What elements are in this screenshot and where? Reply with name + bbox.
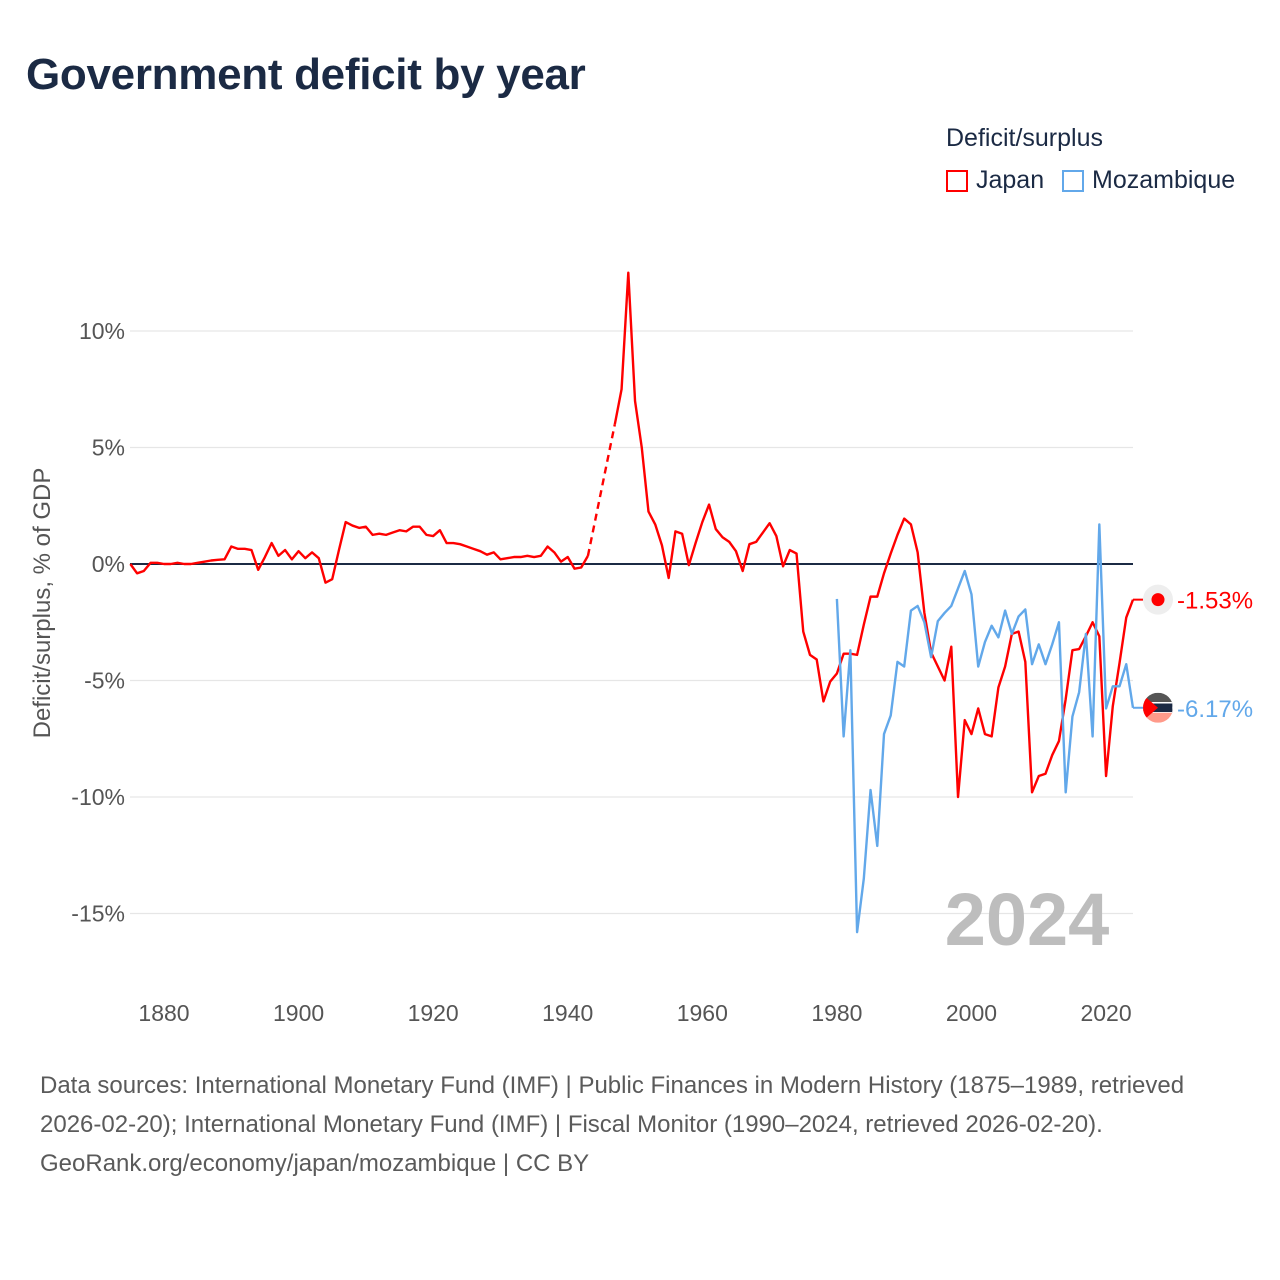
- legend-label-japan: Japan: [976, 166, 1045, 194]
- legend-label-mozambique: Mozambique: [1092, 166, 1236, 194]
- chart-title: Government deficit by year: [26, 50, 586, 99]
- x-tick-label: 1980: [811, 1000, 862, 1026]
- x-tick-label: 2020: [1080, 1000, 1131, 1026]
- series-line-japan: [613, 271, 1135, 799]
- series-gap-japan: [586, 423, 617, 557]
- x-tick-label: 1940: [542, 1000, 593, 1026]
- current-year-label: 2024: [945, 878, 1110, 961]
- legend-title: Deficit/surplus: [946, 124, 1103, 152]
- x-tick-label: 1880: [138, 1000, 189, 1026]
- chart-plot: 10% 5% 0% -5% -10% -15% 1880 1900 1920 1940 1960 19…: [29, 271, 1253, 1026]
- y-tick-label: 10%: [79, 318, 125, 344]
- data-sources: Data sources: International Monetary Fun…: [40, 1072, 1185, 1138]
- flag-band-top: [1143, 692, 1173, 703]
- legend-item-mozambique[interactable]: Mozambique: [1062, 166, 1235, 195]
- y-tick-label: -10%: [71, 784, 125, 810]
- x-tick-label: 1960: [677, 1000, 728, 1026]
- y-tick-label: -15%: [71, 901, 125, 927]
- y-axis-label: Deficit/surplus, % of GDP: [29, 468, 56, 739]
- end-value-label-mozambique: -6.17%: [1177, 696, 1253, 723]
- end-marker-mozambique: [1143, 692, 1173, 723]
- end-value-label-japan: -1.53%: [1177, 588, 1253, 615]
- mozambique-flag-icon: [1143, 692, 1173, 723]
- y-tick-label: -5%: [84, 668, 125, 694]
- x-tick-label: 1920: [408, 1000, 459, 1026]
- source-link[interactable]: GeoRank.org/economy/japan/mozambique | C…: [40, 1150, 590, 1177]
- legend-item-japan[interactable]: Japan: [946, 166, 1044, 195]
- x-tick-label: 1900: [273, 1000, 324, 1026]
- series-line-mozambique: [835, 523, 1135, 934]
- y-tick-label: 5%: [92, 435, 125, 461]
- y-tick-label: 0%: [92, 551, 125, 577]
- legend-swatch-mozambique: [1062, 169, 1084, 192]
- flag-band-bottom: [1143, 712, 1173, 723]
- x-tick-label: 2000: [946, 1000, 997, 1026]
- legend-swatch-japan: [946, 169, 968, 192]
- end-marker-japan: [1143, 584, 1173, 615]
- series-line-japan: [129, 520, 589, 584]
- japan-flag-icon: [1151, 593, 1165, 607]
- footer: Data sources: International Monetary Fun…: [40, 1066, 1240, 1183]
- flag-triangle: [1143, 694, 1158, 721]
